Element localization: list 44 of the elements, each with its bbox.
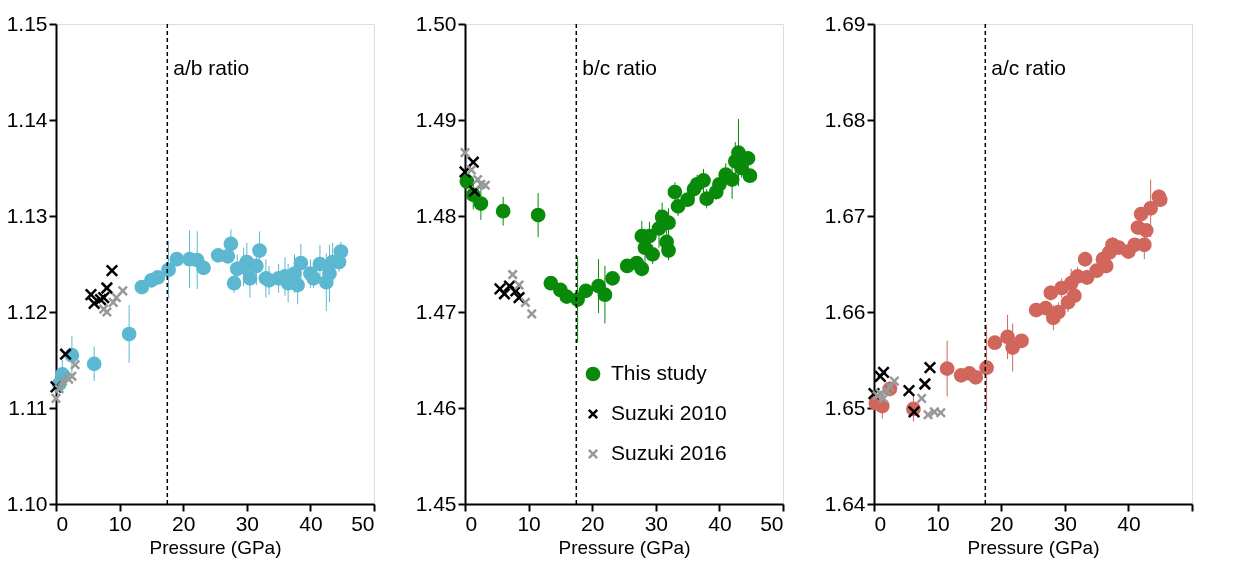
ref-line-label: a/b ratio (173, 56, 250, 79)
y-tick-label: 1.50 (415, 11, 457, 35)
legend-label: Suzuki 2010 (611, 401, 727, 424)
x-tick-label: 30 (644, 511, 668, 535)
y-tick-label: 1.47 (415, 299, 457, 323)
y-tick-label: 1.15 (6, 11, 48, 35)
y-tick-label: 1.14 (6, 107, 48, 131)
y-tick-label: 1.48 (415, 203, 457, 227)
x-tick-label: 40 (299, 511, 323, 535)
x-tick-label: 10 (926, 511, 950, 535)
y-tick-label: 1.65 (824, 395, 866, 419)
y-tick-label: 1.11 (8, 395, 48, 419)
x-axis-title: Pressure (GPa) (558, 536, 691, 558)
y-tick-label: 1.10 (6, 491, 48, 515)
x-tick-label: 0 (874, 511, 887, 535)
x-tick-label: 10 (108, 511, 132, 535)
y-tick-label: 1.69 (824, 11, 866, 35)
x-axis-title: Pressure (GPa) (149, 536, 282, 558)
x-tick-label: 50 (351, 511, 375, 535)
y-tick-label: 1.68 (824, 107, 866, 131)
y-tick-label: 1.45 (415, 491, 457, 515)
y-tick-label: 1.49 (415, 107, 457, 131)
y-tick-label: 1.66 (824, 299, 866, 323)
y-tick-label: 1.64 (824, 491, 866, 515)
x-tick-label: 10 (517, 511, 541, 535)
y-tick-label: 1.46 (415, 395, 457, 419)
x-tick-label: 30 (1053, 511, 1077, 535)
x-tick-label: 20 (581, 511, 605, 535)
y-tick-label: 1.13 (6, 203, 48, 227)
x-tick-label: 40 (1117, 511, 1141, 535)
x-tick-label: 20 (172, 511, 196, 535)
x-axis-title: Pressure (GPa) (967, 536, 1100, 558)
y-tick-label: 1.67 (824, 203, 866, 227)
legend-label: This study (611, 361, 708, 384)
x-tick-label: 30 (235, 511, 259, 535)
x-tick-label: 40 (708, 511, 732, 535)
ref-line-label: b/c ratio (582, 56, 657, 79)
x-tick-label: 50 (760, 511, 784, 535)
ref-line-label: a/c ratio (991, 56, 1066, 79)
y-tick-label: 1.12 (6, 299, 48, 323)
legend-label: Suzuki 2016 (611, 441, 727, 464)
x-tick-label: 0 (465, 511, 478, 535)
x-tick-label: 0 (56, 511, 69, 535)
x-tick-label: 20 (990, 511, 1014, 535)
